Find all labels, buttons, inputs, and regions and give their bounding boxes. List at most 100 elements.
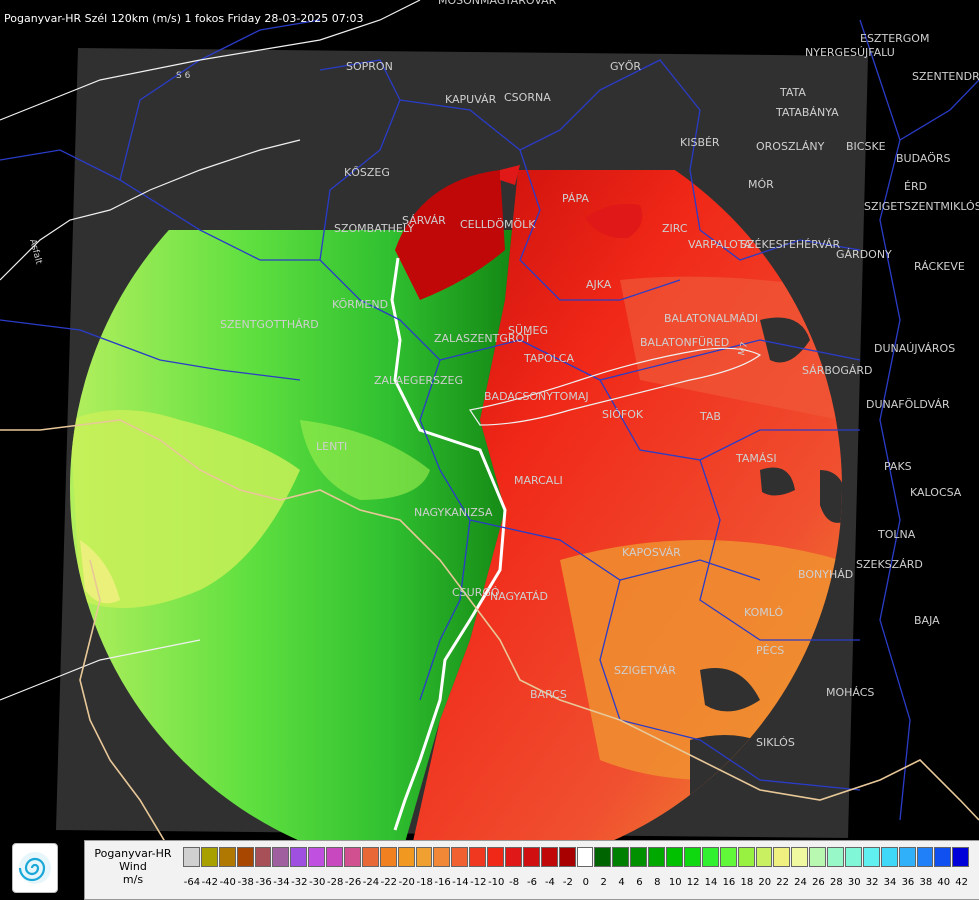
place-label: DUNAÚJVÁROS <box>874 342 955 355</box>
legend-tick-label: 28 <box>829 877 843 888</box>
place-label: CSURGÓ <box>452 586 500 599</box>
legend-swatch <box>916 847 934 867</box>
legend-swatch <box>809 847 827 867</box>
legend-tick-label: -32 <box>291 877 308 888</box>
place-label: SÁRBOGÁRD <box>802 364 873 377</box>
legend-swatch <box>451 847 469 867</box>
legend-swatch <box>827 847 844 867</box>
place-label: MOHÁCS <box>826 686 874 699</box>
place-label: BAJA <box>914 614 940 627</box>
legend-swatch <box>594 847 612 867</box>
legend-swatch <box>952 847 970 867</box>
place-label: RÁCKEVE <box>914 260 965 273</box>
place-label: GYŐR <box>610 59 641 73</box>
legend-swatch <box>540 847 558 867</box>
legend-tick-label: -20 <box>398 877 415 888</box>
place-label: KÖRMEND <box>332 298 388 311</box>
legend-swatch <box>505 847 522 867</box>
legend-tick-label: 4 <box>618 877 625 888</box>
legend-swatch <box>558 847 576 867</box>
legend-tick-label: 14 <box>704 877 718 888</box>
legend-tick-label: -28 <box>326 877 344 888</box>
legend-swatch <box>683 847 701 867</box>
legend-swatch <box>791 847 809 867</box>
legend-swatch <box>236 847 254 867</box>
legend-swatch <box>719 847 737 867</box>
place-label: KISBÉR <box>680 136 720 149</box>
legend-swatch <box>666 847 683 867</box>
legend-swatch <box>934 847 952 867</box>
place-label: MOSONMAGYARÓVÁR <box>438 0 557 7</box>
place-label: NYERGESÚJFALU <box>805 46 895 59</box>
place-label: MÓR <box>748 178 774 191</box>
legend-tick-label: -12 <box>470 877 487 888</box>
legend-tick-label: -16 <box>434 877 451 888</box>
place-label: GÁRDONY <box>836 248 892 261</box>
legend-swatch <box>361 847 379 867</box>
place-label: SZEKSZÁRD <box>856 558 923 571</box>
place-label: KOMLÓ <box>744 606 783 619</box>
place-label: AJKA <box>586 278 612 291</box>
place-label: TAMÁSI <box>735 452 777 465</box>
legend-swatch <box>308 847 326 867</box>
road-label: M7 <box>737 341 750 357</box>
place-label: SOPRON <box>346 60 393 73</box>
place-label: TAPOLCA <box>523 352 574 365</box>
place-label: VARPALOTA <box>688 238 752 251</box>
road-label: Asfalt <box>27 238 43 266</box>
legend-swatch <box>379 847 397 867</box>
legend-swatch <box>415 847 433 867</box>
place-label: CSORNA <box>504 91 551 104</box>
legend-tick-label: 30 <box>847 877 861 888</box>
place-label: TOLNA <box>877 528 916 541</box>
place-label: KAPOSVÁR <box>622 546 681 559</box>
place-label: MARCALI <box>514 474 563 487</box>
place-label: TATABÁNYA <box>775 106 839 119</box>
place-label: SZOMBATHELY <box>334 222 414 235</box>
legend-tick-label: -4 <box>544 877 555 888</box>
legend-tick-label: 10 <box>668 877 682 888</box>
place-label: KAPUVÁR <box>445 93 497 106</box>
place-label: SZÉKESFEHÉRVÁR <box>740 238 841 251</box>
place-label: SIKLÓS <box>756 736 795 749</box>
place-label: NAGYKANIZSA <box>414 506 493 519</box>
legend-swatch <box>344 847 361 867</box>
legend-swatch <box>326 847 344 867</box>
legend-tick-label: 26 <box>812 877 825 888</box>
legend-swatch <box>630 847 648 867</box>
legend-tick-label: 18 <box>740 877 754 888</box>
legend-swatch <box>397 847 415 867</box>
legend-swatch <box>200 847 218 867</box>
place-labels: MOSONMAGYARÓVÁR SOPRON KAPUVÁR CSORNA GY… <box>220 0 979 749</box>
legend-swatch <box>612 847 630 867</box>
legend-swatch <box>272 847 290 867</box>
legend-swatch <box>254 847 272 867</box>
place-label: BALATONFÜRED <box>640 336 729 349</box>
legend-unit: m/s <box>122 873 144 886</box>
place-label: SÁRVÁR <box>402 214 446 227</box>
legend-tick-label: -42 <box>201 877 219 888</box>
spiral-logo-icon <box>12 843 58 893</box>
place-label: ZIRC <box>662 222 688 235</box>
legend-swatch <box>701 847 719 867</box>
legend-tick-label: 20 <box>758 877 772 888</box>
place-label: CELLDÖMÖLK <box>460 218 536 231</box>
legend-swatch <box>862 847 880 867</box>
velocity-legend: Poganyvar-HR Wind m/s -64 -42 -40 -38 -36 -34… <box>84 840 979 900</box>
legend-swatch <box>737 847 755 867</box>
place-label: PAKS <box>884 460 912 473</box>
place-label: BICSKE <box>846 140 886 153</box>
legend-swatch <box>487 847 505 867</box>
place-label: DUNAFÖLDVÁR <box>866 398 950 411</box>
legend-product-name: Wind <box>119 860 147 873</box>
legend-tick-label: -24 <box>362 877 380 888</box>
place-label: ZALAEGERSZEG <box>374 374 463 387</box>
legend-swatch <box>183 847 200 867</box>
legend-tick-label: 12 <box>686 877 700 888</box>
radar-title: Poganyvar-HR Szél 120km (m/s) 1 fokos Fr… <box>4 12 364 25</box>
legend-tick-label: -40 <box>219 877 236 888</box>
legend-swatch <box>290 847 308 867</box>
legend-tick-label: -34 <box>273 877 290 888</box>
legend-tick-label: -26 <box>344 877 362 888</box>
